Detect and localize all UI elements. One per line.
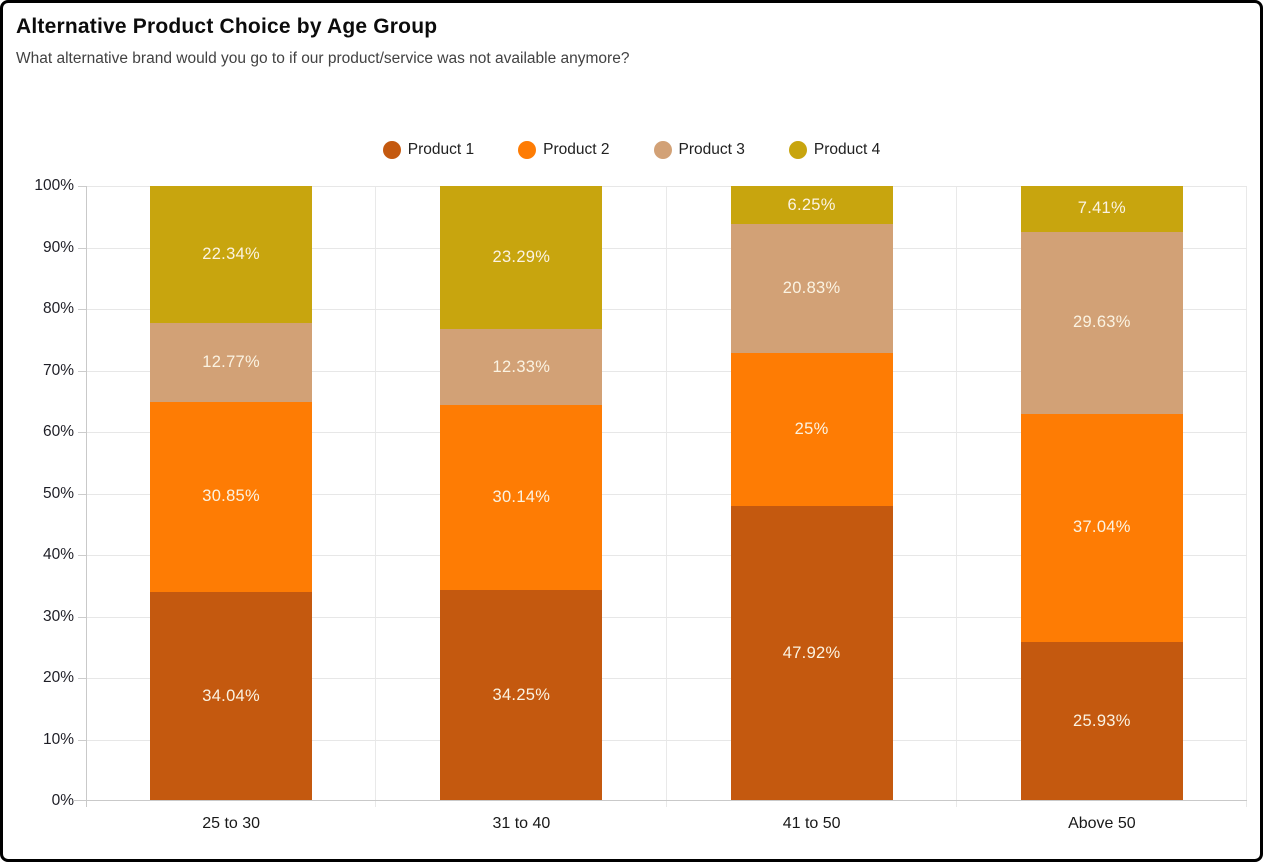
legend-item[interactable]: Product 3 bbox=[653, 141, 745, 159]
y-tick-label: 100% bbox=[34, 177, 74, 194]
legend-swatch-icon bbox=[382, 141, 401, 159]
bar-segment-label: 20.83% bbox=[782, 278, 841, 297]
legend-label: Product 3 bbox=[678, 141, 745, 158]
y-tick-label: 10% bbox=[42, 730, 74, 748]
bar-segment-label: 12.33% bbox=[492, 357, 551, 376]
y-tick-mark bbox=[78, 678, 86, 679]
h-gridline bbox=[86, 370, 1247, 372]
bar-segment[interactable]: 23.29% bbox=[440, 186, 603, 330]
y-tick-mark bbox=[78, 493, 86, 495]
bar-segment-label: 12.77% bbox=[202, 353, 260, 372]
legend-label: Product 2 bbox=[543, 141, 610, 158]
stacked-bar: 23.29% 12.33% 30.14% 34.25% bbox=[440, 186, 603, 801]
bar-segment-label: 22.34% bbox=[202, 245, 260, 264]
y-tick-label: 60% bbox=[42, 423, 74, 440]
h-gridline bbox=[86, 432, 1247, 433]
bar-segment-label: 6.25% bbox=[787, 195, 836, 214]
y-tick-mark bbox=[78, 247, 86, 249]
bar-segment-label: 34.25% bbox=[492, 686, 551, 705]
y-tick-mark bbox=[78, 555, 86, 556]
y-tick-mark bbox=[78, 739, 86, 741]
category-slot: 22.34% 12.77% 30.85% 34.04% 25 to 30 bbox=[86, 186, 376, 832]
bar-segment-label: 23.29% bbox=[492, 248, 551, 267]
h-gridline bbox=[86, 555, 1247, 556]
h-gridline bbox=[86, 309, 1247, 310]
x-tick-label: Above 50 bbox=[1068, 815, 1136, 832]
bar-segment-label: 34.04% bbox=[202, 686, 260, 705]
bar-segment[interactable]: 34.25% bbox=[440, 590, 603, 801]
bar-segment[interactable]: 34.04% bbox=[150, 591, 313, 801]
h-gridline bbox=[86, 678, 1247, 679]
legend-item[interactable]: Product 4 bbox=[788, 141, 881, 159]
y-tick-label: 20% bbox=[42, 669, 74, 686]
y-axis-line bbox=[86, 186, 87, 807]
bar-segment[interactable]: 30.85% bbox=[150, 401, 313, 592]
category-slot: 6.25% 20.83% 25% 47.92% 41 to 50 bbox=[667, 186, 957, 832]
category-slot: 23.29% 12.33% 30.14% 34.25% 31 to 40 bbox=[376, 186, 666, 832]
v-gridline bbox=[375, 186, 377, 807]
legend-item[interactable]: Product 1 bbox=[382, 141, 475, 159]
legend-swatch-icon bbox=[653, 141, 672, 159]
category-slot: 7.41% 29.63% 37.04% 25.93% Above 50 bbox=[957, 186, 1247, 832]
y-tick-mark bbox=[78, 616, 86, 618]
bar-segment[interactable]: 47.92% bbox=[730, 506, 893, 801]
bar-segment[interactable]: 29.63% bbox=[1020, 231, 1183, 414]
y-tick-label: 0% bbox=[51, 792, 74, 809]
bar-segment-label: 7.41% bbox=[1077, 199, 1127, 218]
v-gridline bbox=[955, 186, 957, 807]
bar-segment-label: 30.14% bbox=[492, 488, 551, 507]
bar-segment[interactable]: 25% bbox=[730, 352, 893, 507]
legend-swatch-icon bbox=[788, 141, 807, 159]
x-tick-label: 25 to 30 bbox=[202, 815, 261, 832]
x-axis-line bbox=[73, 800, 1247, 801]
y-tick-label: 70% bbox=[42, 361, 74, 379]
y-tick-label: 50% bbox=[42, 484, 74, 502]
bar-segment-label: 37.04% bbox=[1072, 518, 1131, 537]
bar-segment-label: 29.63% bbox=[1072, 313, 1131, 332]
legend-label: Product 1 bbox=[407, 141, 475, 158]
stacked-bar: 22.34% 12.77% 30.85% 34.04% bbox=[150, 186, 313, 801]
bar-segment-label: 47.92% bbox=[782, 644, 841, 663]
chart-title: Alternative Product Choice by Age Group bbox=[16, 15, 438, 38]
legend: Product 1 Product 2 Product 3 Product 4 bbox=[3, 141, 1260, 159]
bar-segment[interactable]: 6.25% bbox=[730, 186, 893, 225]
bar-segment[interactable]: 12.33% bbox=[440, 329, 603, 406]
y-tick-mark bbox=[78, 186, 86, 187]
h-gridline bbox=[86, 247, 1247, 249]
x-tick-label: 41 to 50 bbox=[782, 815, 841, 832]
y-tick-label: 30% bbox=[42, 607, 74, 625]
y-tick-mark bbox=[78, 432, 86, 433]
bar-segment[interactable]: 12.77% bbox=[150, 323, 313, 402]
v-gridline bbox=[1246, 186, 1247, 807]
y-tick-mark bbox=[78, 309, 86, 310]
h-gridline bbox=[86, 493, 1247, 495]
bar-segment[interactable]: 37.04% bbox=[1020, 413, 1183, 642]
y-tick-mark bbox=[78, 370, 86, 372]
h-gridline bbox=[86, 186, 1247, 187]
stacked-bar: 7.41% 29.63% 37.04% 25.93% bbox=[1020, 186, 1183, 801]
bar-segment[interactable]: 22.34% bbox=[150, 186, 313, 324]
h-gridline bbox=[86, 616, 1247, 618]
h-gridline bbox=[86, 739, 1247, 741]
y-axis: 0% 10% 20% 30% 40% 50% 60% 70% 80% 90% 100% bbox=[3, 177, 74, 809]
bar-segment[interactable]: 25.93% bbox=[1020, 641, 1183, 801]
stacked-bar: 6.25% 20.83% 25% 47.92% bbox=[730, 186, 893, 801]
v-gridline bbox=[665, 186, 667, 807]
bar-segment-label: 25.93% bbox=[1072, 711, 1131, 730]
bar-segment[interactable]: 7.41% bbox=[1020, 186, 1183, 232]
bar-segment-label: 25% bbox=[794, 419, 829, 438]
x-tick-label: 31 to 40 bbox=[492, 815, 551, 832]
chart-subtitle: What alternative brand would you go to i… bbox=[16, 50, 630, 67]
y-tick-label: 40% bbox=[42, 546, 74, 563]
bar-segment-label: 30.85% bbox=[202, 487, 260, 506]
plot-area: 22.34% 12.77% 30.85% 34.04% 25 to 30 23.29% 12… bbox=[73, 186, 1247, 832]
legend-swatch-icon bbox=[518, 141, 537, 159]
bar-segment[interactable]: 20.83% bbox=[730, 224, 893, 353]
legend-label: Product 4 bbox=[813, 141, 881, 158]
bar-segment[interactable]: 30.14% bbox=[440, 405, 603, 591]
legend-item[interactable]: Product 2 bbox=[518, 141, 610, 159]
y-tick-label: 90% bbox=[42, 238, 74, 256]
y-tick-label: 80% bbox=[42, 300, 74, 317]
